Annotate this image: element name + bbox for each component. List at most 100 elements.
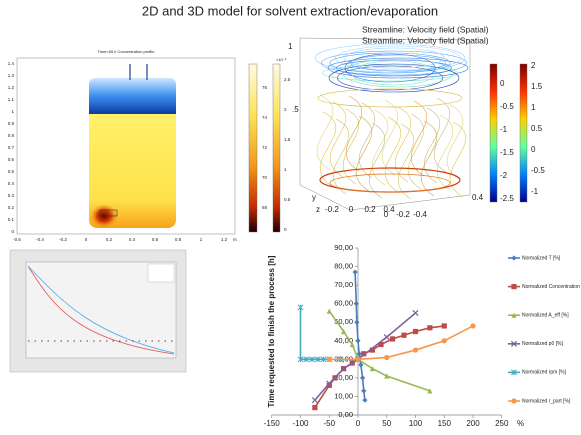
vessel-bottom [330, 174, 450, 192]
tick-label: -0.4 [413, 210, 427, 219]
sensitivity-chart: 0,0010,0020,0030,0040,0050,0060,0070,008… [264, 243, 581, 428]
comparison-thumbnail [10, 250, 186, 372]
legend-label: Normalized p0 [%] [522, 341, 563, 347]
panel-title: Time=65 h Concentration profile [98, 49, 156, 54]
tick-label: 0.5 [8, 169, 15, 174]
streamline-panel [300, 38, 527, 210]
tick-label: 0.2 [364, 205, 376, 214]
tick-label: 0.2 [8, 205, 15, 210]
marker [355, 338, 360, 343]
colorbar-label: 72 [262, 145, 268, 150]
tick-label: 1.3 [8, 73, 15, 78]
tick-label: -0.4 [36, 237, 44, 242]
tick-label: 0.6 [152, 237, 159, 242]
streamlines [315, 44, 468, 199]
tick-label: 0.3 [8, 193, 15, 198]
axis-unit: m [233, 237, 237, 242]
slide-title: 2D and 3D model for solvent extraction/e… [142, 3, 438, 18]
colorbar [273, 64, 280, 232]
axis-label: .5 [292, 105, 299, 114]
tick-label: 0.7 [8, 145, 15, 150]
colorbar-label: 74 [262, 115, 268, 120]
tick-label: 0 [85, 237, 88, 242]
marker [511, 284, 516, 289]
colorbar [520, 64, 527, 202]
marker [327, 357, 332, 362]
slide: 2D and 3D model for solvent extraction/e… [0, 0, 581, 435]
concentration-panel [17, 58, 280, 234]
marker [362, 398, 367, 403]
legend-label: Normalized r_part [%] [522, 398, 571, 404]
marker [384, 355, 389, 360]
marker [470, 323, 475, 328]
x-tick-label: 150 [438, 419, 452, 428]
colorbar-label: 68 [262, 205, 268, 210]
colorbar-label: -0.5 [531, 166, 545, 175]
colorbar-label: 0.5 [284, 197, 291, 202]
colorbar-label: 2 [284, 107, 287, 112]
streamline [317, 95, 333, 170]
panel-title: Streamline: Velocity field (Spatial) [362, 35, 489, 45]
tick-label: -0.2 [325, 205, 339, 214]
x-tick-label: -100 [292, 419, 309, 428]
x-tick-label: -150 [264, 419, 281, 428]
marker [354, 320, 359, 325]
colorbar-label: 1.5 [284, 137, 291, 142]
marker [401, 333, 406, 338]
marker [298, 305, 303, 310]
y-tick-label: 80,00 [334, 262, 353, 271]
tick-label: -0.6 [13, 237, 21, 242]
marker [442, 338, 447, 343]
colorbar-label: -1 [531, 187, 539, 196]
y-tick-label: 0,00 [338, 410, 353, 419]
colorbar-label: -2.5 [500, 194, 514, 203]
marker [353, 270, 358, 275]
axis-label: 1 [288, 42, 293, 51]
tick-label: 0.6 [8, 157, 15, 162]
tick-label: 0.1 [8, 217, 15, 222]
tick-label: 0.4 [129, 237, 136, 242]
marker [312, 398, 317, 403]
y-tick-label: 60,00 [334, 299, 353, 308]
marker [355, 357, 360, 362]
colorbar [490, 64, 497, 202]
colorbar-label: 0 [284, 227, 287, 232]
colorbar-label: 2 [531, 61, 536, 70]
tick-label: -0.2 [396, 210, 410, 219]
colorbar [249, 64, 257, 232]
marker [427, 325, 432, 330]
tick-label: 1.2 [8, 85, 15, 90]
marker [511, 255, 516, 260]
thumbnail-legend [148, 264, 174, 282]
tick-label: 1.2 [221, 237, 228, 242]
tick-label: 0.4 [472, 193, 484, 202]
marker [361, 388, 366, 393]
colorbar-label: 1 [531, 103, 536, 112]
marker [413, 329, 418, 334]
tick-label: 0 [11, 229, 14, 234]
marker [327, 308, 332, 313]
panel-title: Streamline: Velocity field (Spatial) [362, 24, 489, 34]
tick-label: 0.8 [8, 133, 15, 138]
colorbar-exponent: ×10⁻³ [276, 57, 287, 62]
tick-label: 1 [200, 237, 203, 242]
colorbar-label: 0 [500, 79, 505, 88]
series-line [301, 307, 359, 359]
x-tick-label: 50 [382, 419, 391, 428]
legend-label: Normalized A_eff [%] [522, 313, 569, 319]
tick-label: 0.8 [175, 237, 182, 242]
colorbar-label: -2 [500, 171, 508, 180]
marker [413, 310, 418, 315]
marker [360, 375, 365, 380]
y-tick-label: 10,00 [334, 391, 353, 400]
marker [511, 398, 516, 403]
axis-label: z [316, 205, 320, 214]
colorbar-label: 0.5 [531, 124, 543, 133]
legend-label: Normalized rpm [%] [522, 370, 567, 376]
colorbar-label: -0.5 [500, 102, 514, 111]
y-axis-title: Time requested to finish the process [h] [267, 255, 276, 407]
marker [413, 347, 418, 352]
tick-label: 0 [349, 205, 354, 214]
colorbar-label: -1.5 [500, 148, 514, 157]
streamline [351, 55, 446, 71]
